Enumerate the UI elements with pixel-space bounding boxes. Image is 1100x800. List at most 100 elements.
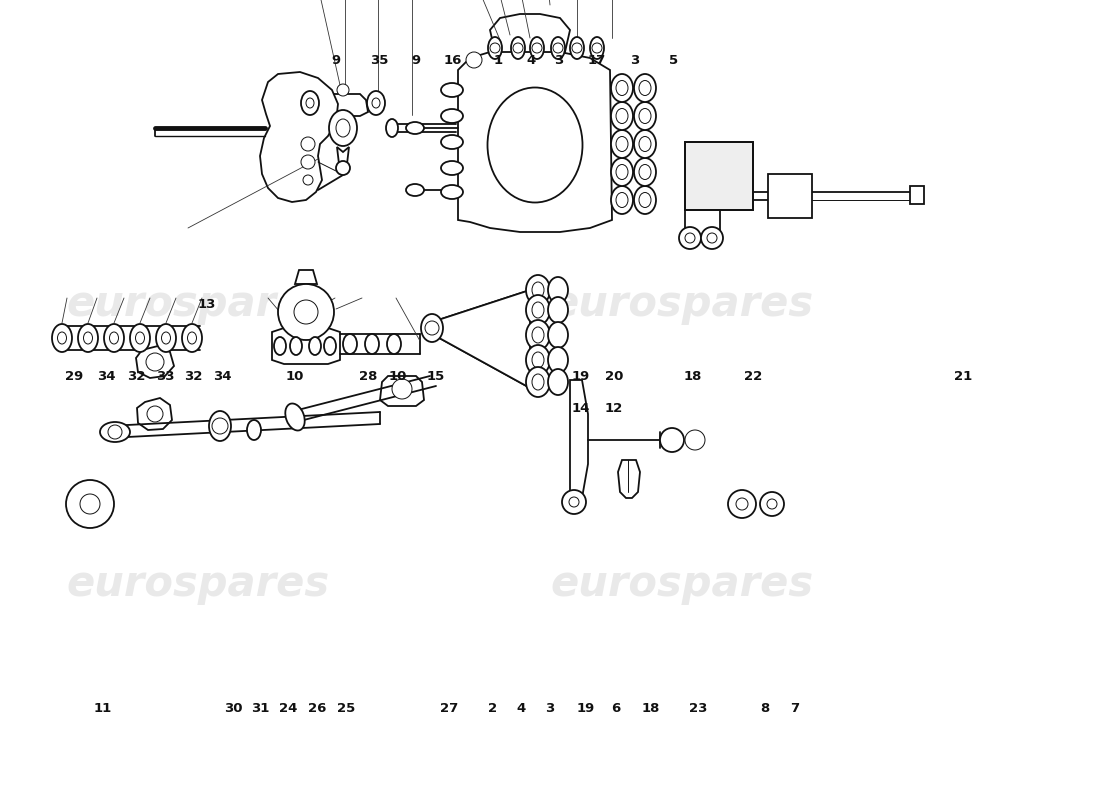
- Circle shape: [146, 353, 164, 371]
- Ellipse shape: [343, 334, 358, 354]
- Ellipse shape: [406, 184, 424, 196]
- Ellipse shape: [634, 130, 656, 158]
- Polygon shape: [337, 147, 349, 164]
- Circle shape: [760, 492, 784, 516]
- Text: 8: 8: [760, 702, 769, 714]
- Text: 27: 27: [440, 702, 458, 714]
- Circle shape: [301, 155, 315, 169]
- Ellipse shape: [209, 411, 231, 441]
- Ellipse shape: [441, 83, 463, 97]
- Text: 32: 32: [128, 370, 145, 382]
- Ellipse shape: [248, 420, 261, 440]
- Circle shape: [660, 428, 684, 452]
- Text: eurospares: eurospares: [550, 283, 814, 325]
- Ellipse shape: [548, 369, 568, 395]
- Circle shape: [679, 227, 701, 249]
- Ellipse shape: [421, 314, 443, 342]
- Ellipse shape: [551, 37, 565, 59]
- Circle shape: [490, 43, 500, 53]
- Text: 30: 30: [224, 702, 242, 714]
- Text: 6: 6: [612, 702, 620, 714]
- Circle shape: [562, 490, 586, 514]
- Text: eurospares: eurospares: [550, 563, 814, 605]
- Ellipse shape: [336, 119, 350, 137]
- Ellipse shape: [526, 320, 550, 350]
- Text: 21: 21: [955, 370, 972, 382]
- Circle shape: [685, 430, 705, 450]
- Polygon shape: [138, 398, 172, 430]
- Circle shape: [592, 43, 602, 53]
- Ellipse shape: [100, 422, 130, 442]
- Circle shape: [108, 425, 122, 439]
- Text: 2: 2: [488, 702, 497, 714]
- Text: 12: 12: [605, 402, 623, 414]
- Text: 4: 4: [527, 54, 536, 66]
- Circle shape: [569, 497, 579, 507]
- Ellipse shape: [290, 337, 303, 355]
- Text: 20: 20: [605, 370, 623, 382]
- Ellipse shape: [532, 302, 544, 318]
- Circle shape: [392, 379, 412, 399]
- Ellipse shape: [610, 102, 632, 130]
- Circle shape: [466, 52, 482, 68]
- Circle shape: [553, 43, 563, 53]
- Text: 7: 7: [790, 702, 799, 714]
- Circle shape: [294, 300, 318, 324]
- Circle shape: [301, 137, 315, 151]
- Polygon shape: [379, 376, 424, 406]
- Text: 35: 35: [371, 54, 388, 66]
- Text: 25: 25: [338, 702, 355, 714]
- Ellipse shape: [441, 161, 463, 175]
- Polygon shape: [432, 290, 540, 388]
- Ellipse shape: [52, 324, 72, 352]
- Text: 26: 26: [308, 702, 326, 714]
- Text: 3: 3: [546, 702, 554, 714]
- Ellipse shape: [441, 135, 463, 149]
- Text: 22: 22: [745, 370, 762, 382]
- Ellipse shape: [306, 98, 313, 108]
- Ellipse shape: [365, 334, 380, 354]
- Circle shape: [707, 233, 717, 243]
- Ellipse shape: [78, 324, 98, 352]
- Text: 10: 10: [389, 370, 407, 382]
- Text: 3: 3: [554, 54, 563, 66]
- Text: 31: 31: [252, 702, 270, 714]
- Bar: [768, 174, 812, 218]
- Ellipse shape: [610, 74, 632, 102]
- Text: 23: 23: [690, 702, 707, 714]
- Text: 9: 9: [411, 54, 420, 66]
- Circle shape: [336, 161, 350, 175]
- Ellipse shape: [616, 165, 628, 179]
- Circle shape: [701, 227, 723, 249]
- Ellipse shape: [634, 102, 656, 130]
- Polygon shape: [570, 380, 589, 498]
- Ellipse shape: [406, 122, 424, 134]
- Ellipse shape: [639, 81, 651, 95]
- Text: 17: 17: [587, 54, 605, 66]
- Text: 24: 24: [279, 702, 297, 714]
- Circle shape: [572, 43, 582, 53]
- Ellipse shape: [548, 277, 568, 303]
- Text: 9: 9: [331, 54, 340, 66]
- Text: 29: 29: [65, 370, 82, 382]
- Ellipse shape: [135, 332, 144, 344]
- Ellipse shape: [187, 332, 197, 344]
- Circle shape: [278, 284, 334, 340]
- Text: 13: 13: [198, 298, 216, 310]
- Ellipse shape: [532, 352, 544, 368]
- Ellipse shape: [130, 324, 150, 352]
- Ellipse shape: [367, 91, 385, 115]
- Ellipse shape: [84, 332, 92, 344]
- Circle shape: [80, 494, 100, 514]
- Ellipse shape: [372, 98, 379, 108]
- Ellipse shape: [386, 119, 398, 137]
- Bar: [685, 142, 754, 210]
- Polygon shape: [618, 460, 640, 498]
- Ellipse shape: [526, 295, 550, 325]
- Ellipse shape: [634, 158, 656, 186]
- Text: 11: 11: [94, 702, 111, 714]
- Text: eurospares: eurospares: [66, 563, 330, 605]
- Text: 15: 15: [427, 370, 444, 382]
- Ellipse shape: [616, 81, 628, 95]
- Ellipse shape: [590, 37, 604, 59]
